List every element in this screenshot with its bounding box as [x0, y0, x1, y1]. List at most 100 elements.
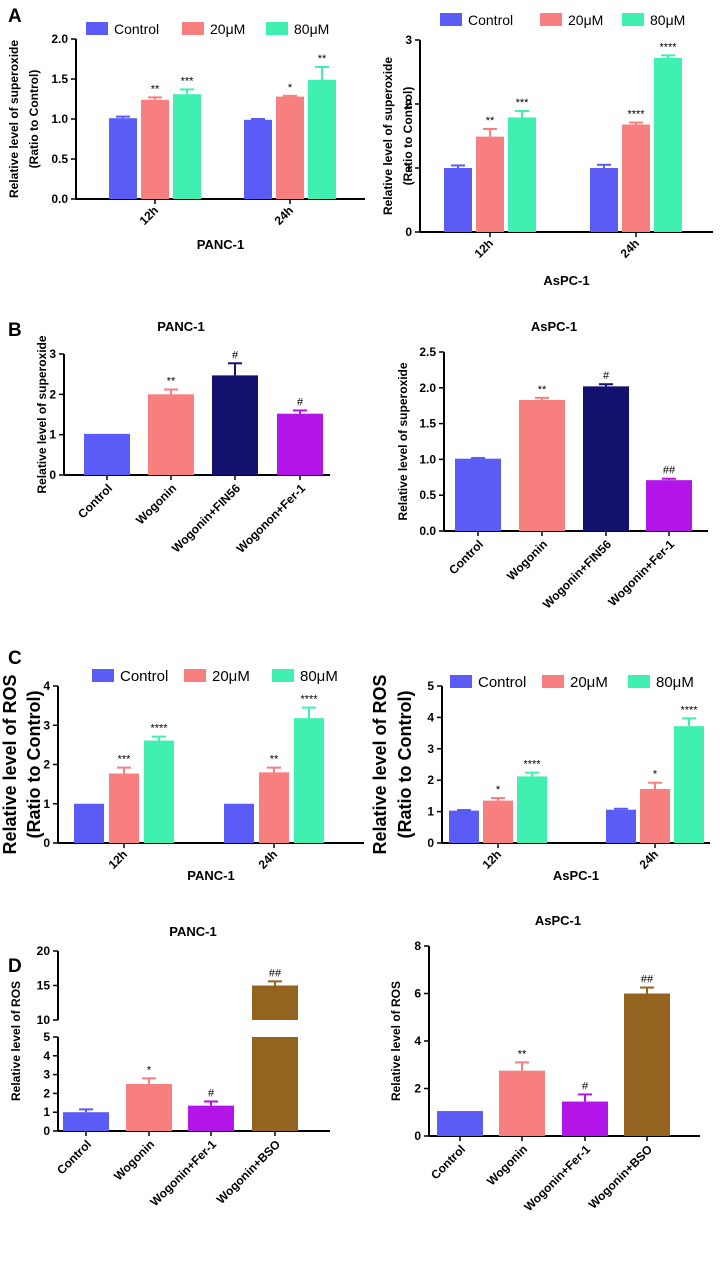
bar-Wogonin+BSO [624, 993, 670, 1136]
x-tick-label: Wogonin [504, 537, 550, 583]
y-tick-label: 2 [43, 758, 50, 772]
y-tick-label: 5 [43, 1030, 50, 1044]
y-tick-label: 4 [414, 1034, 421, 1048]
y-tick-label: 20 [37, 944, 51, 958]
x-tick-label: 12h [106, 847, 131, 872]
y-tick-label: 1.0 [51, 112, 68, 126]
chart-title: AsPC-1 [535, 913, 581, 928]
y-axis-title: Relative level of ROS [9, 981, 23, 1101]
legend-label-1: 20μM [570, 674, 608, 691]
y-tick-label: 5 [427, 679, 434, 693]
significance-label: ** [318, 53, 327, 65]
legend-label-2: 80μM [300, 668, 338, 685]
y-tick-label: 0.5 [419, 488, 436, 502]
bar-Wogonin [126, 1084, 172, 1131]
bar-80μM-12h [508, 117, 536, 232]
significance-label: **** [627, 109, 645, 121]
x-tick-label: Control [428, 1142, 468, 1182]
x-tick-label: 12h [480, 847, 505, 872]
legend-label-2: 80μM [656, 674, 694, 691]
x-axis-title: PANC-1 [187, 868, 234, 883]
bar-80μM-12h [173, 94, 201, 199]
legend-label-1: 20μM [568, 12, 603, 28]
y-axis-title: Relative level of superoxide [396, 362, 410, 520]
x-axis-title: PANC-1 [197, 237, 244, 252]
legend-swatch-1 [184, 669, 206, 682]
x-tick-label: 24h [618, 236, 643, 261]
significance-label: **** [150, 723, 168, 735]
y-tick-label: 0.0 [51, 192, 68, 206]
chart-C2: 0 1 2 3 4 5 Relative level of ROS (Ratio to Con… [370, 674, 710, 883]
panel-label-A: A [8, 6, 22, 27]
significance-label: ## [641, 974, 654, 986]
legend-swatch-2 [266, 22, 288, 35]
x-tick-label: Wogonin [133, 481, 179, 527]
significance-label: * [653, 769, 658, 781]
significance-label: ** [167, 375, 176, 387]
y-tick-label: 2.0 [419, 381, 436, 395]
y-tick-label: 2.0 [51, 32, 68, 46]
bar-20μM-24h [276, 96, 304, 199]
legend-swatch-1 [182, 22, 204, 35]
significance-label: ** [486, 115, 495, 127]
bar-20μM-24h [259, 772, 289, 843]
panel-label-D: D [8, 956, 22, 977]
y-tick-label: 15 [37, 979, 51, 993]
panel-label-B: B [8, 320, 22, 341]
x-tick-label: Wogonon+Fer-1 [234, 481, 309, 556]
y-tick-label: 4 [43, 1049, 50, 1063]
chart-D1: PANC-1 0 1 2 3 4 5 10 15 20 Relative level of ROS C… [9, 924, 330, 1209]
y-tick-label: 1 [405, 161, 412, 175]
bar-Wogonin [499, 1070, 545, 1136]
y-tick-label: 2 [427, 773, 434, 787]
legend-label-0: Control [478, 674, 526, 691]
legend-swatch-0 [92, 669, 114, 682]
significance-label: # [297, 396, 304, 408]
y-tick-label: 1.5 [51, 72, 68, 86]
panel-label-C: C [8, 648, 22, 669]
bar-80μM-24h [674, 726, 704, 843]
x-tick-label: Wogonin+BSO [586, 1142, 655, 1211]
chart-D2: AsPC-1 0 2 4 6 8 Relative level of ROS Control *… [389, 913, 700, 1214]
y-axis-title: Relative level of ROS [370, 674, 390, 854]
y-tick-label: 0 [414, 1129, 421, 1143]
bar-Control-24h [590, 168, 618, 232]
y-tick-label: 0 [49, 468, 56, 482]
y-axis-title: Relative level of superoxide [381, 57, 395, 215]
significance-label: ** [538, 384, 547, 396]
bar-Control-12h [74, 803, 104, 843]
bar-Wogonon+Fer-1 [277, 413, 323, 475]
y-tick-label: 3 [49, 347, 56, 361]
bar-Wogonin+FIN56 [583, 386, 629, 531]
y-tick-label: 0 [427, 836, 434, 850]
chart-B2: AsPC-1 0.0 0.5 1.0 1.5 2.0 2.5 Relative level o… [396, 319, 708, 611]
bar-Wogonin+Fer-1 [188, 1105, 234, 1131]
x-tick-label: Wogonin+FIN56 [169, 481, 243, 555]
legend-swatch-1 [540, 13, 562, 26]
legend-label-0: Control [114, 21, 159, 37]
y-tick-label: 1 [43, 1105, 50, 1119]
x-tick-label: Wogonin+FIN56 [540, 537, 614, 611]
significance-label: * [147, 1064, 152, 1076]
y-tick-label: 0.5 [51, 152, 68, 166]
significance-label: **** [659, 41, 677, 53]
y-tick-label: 0.0 [419, 524, 436, 538]
legend-label-1: 20μM [210, 21, 245, 37]
bar-Wogonin+Fer-1 [646, 480, 692, 531]
bar-Control-12h [109, 118, 137, 199]
bar-20μM-24h [640, 788, 670, 843]
x-tick-label: Wogonin+BSO [214, 1137, 283, 1206]
y-tick-label: 3 [43, 1068, 50, 1082]
y-tick-label: 10 [37, 1013, 51, 1027]
y-tick-label: 1.5 [419, 417, 436, 431]
bar-Wogonin+BSO [252, 1037, 298, 1131]
bar-Control [437, 1111, 483, 1136]
significance-label: ## [269, 967, 282, 979]
legend-label-0: Control [120, 668, 168, 685]
legend-label-1: 20μM [212, 668, 250, 685]
y-tick-label: 8 [414, 939, 421, 953]
y-tick-label: 1.0 [419, 452, 436, 466]
chart-title: PANC-1 [169, 924, 216, 939]
y-tick-label: 4 [43, 679, 50, 693]
y-axis-title: Relative level of superoxide [7, 40, 21, 198]
